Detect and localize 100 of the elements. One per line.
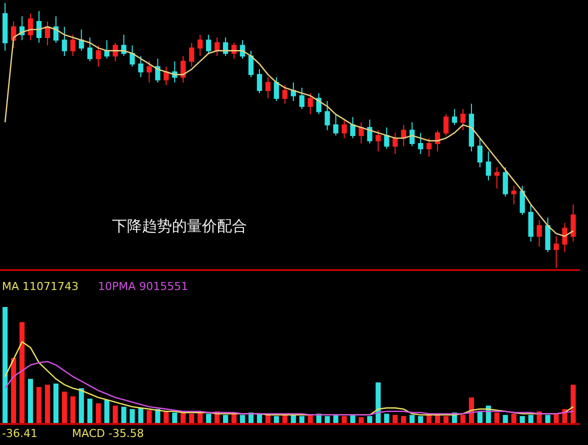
text: MA 11071743 <box>2 280 79 293</box>
candlestick <box>384 127 390 150</box>
bar <box>443 416 449 423</box>
bar <box>342 416 347 423</box>
bar <box>392 414 398 423</box>
bar <box>20 322 25 423</box>
candlestick <box>401 124 406 147</box>
bar <box>2 307 8 423</box>
bar <box>358 417 364 423</box>
bar <box>130 409 135 423</box>
candlestick <box>520 185 525 216</box>
bar <box>44 384 50 423</box>
candlestick <box>189 42 194 68</box>
candlestick <box>545 217 550 253</box>
bar <box>418 416 424 423</box>
candlestick <box>308 92 313 115</box>
bar <box>401 416 406 423</box>
text: 10PMA 9015551 <box>98 280 188 293</box>
bar <box>206 414 212 423</box>
bar <box>554 414 559 423</box>
bar <box>528 414 534 423</box>
bar <box>112 406 118 423</box>
candlestick <box>324 100 330 131</box>
candlestick <box>460 108 466 131</box>
candlestick <box>562 222 568 253</box>
candlestick <box>410 122 415 147</box>
candlestick <box>418 132 424 155</box>
bar <box>121 406 126 423</box>
bar <box>172 412 178 423</box>
bar <box>502 414 508 423</box>
bar <box>333 414 338 423</box>
candlestick <box>36 10 42 44</box>
candlestick <box>146 60 152 83</box>
candlestick <box>358 122 364 144</box>
candlestick <box>376 130 381 152</box>
text: MACD -35.58 <box>72 427 144 440</box>
candlestick <box>554 236 559 268</box>
bar <box>155 409 160 423</box>
candlestick <box>248 50 254 78</box>
candlestick <box>274 76 280 102</box>
candlestick <box>494 166 500 189</box>
candlestick <box>342 119 347 139</box>
candlestick <box>44 21 50 46</box>
candlestick <box>468 103 474 152</box>
bar <box>308 414 313 423</box>
bar <box>36 387 42 423</box>
bar <box>189 414 194 423</box>
candlestick <box>256 68 262 94</box>
candlestick <box>536 220 542 248</box>
bar <box>70 396 76 423</box>
bar <box>96 403 101 423</box>
candlestick <box>138 56 144 78</box>
candlestick <box>214 36 220 56</box>
bar <box>350 414 356 423</box>
bar <box>367 416 372 423</box>
text: -36.41 <box>2 427 38 440</box>
bar <box>299 416 304 423</box>
bar <box>265 414 270 423</box>
bar <box>520 416 525 423</box>
bar <box>384 414 390 423</box>
candlestick <box>2 3 8 52</box>
candlestick <box>570 204 576 242</box>
candlestick <box>96 44 101 68</box>
candlestick <box>367 119 372 144</box>
bar <box>240 414 246 423</box>
bar <box>376 382 381 423</box>
candlestick <box>392 132 398 155</box>
candlestick <box>282 84 288 104</box>
bar <box>223 414 228 423</box>
candlestick <box>53 16 59 44</box>
bar <box>138 408 144 423</box>
candlestick <box>290 82 296 102</box>
bar <box>410 414 415 423</box>
candlestick <box>198 34 203 56</box>
annotation: 下降趋势的量价配合 <box>112 217 247 235</box>
bar <box>494 412 500 423</box>
bar <box>87 398 92 423</box>
candlestick <box>486 150 491 182</box>
candlestick <box>299 87 304 110</box>
candlestick <box>477 138 483 168</box>
candlestick <box>164 66 169 86</box>
candlestick <box>155 58 160 83</box>
candlestick <box>350 116 356 139</box>
bar <box>146 410 152 423</box>
candlestick <box>104 40 110 60</box>
candlestick <box>333 114 338 136</box>
candlestick <box>78 29 84 52</box>
candlestick <box>130 44 135 68</box>
candlestick <box>70 34 76 56</box>
bar <box>570 384 576 423</box>
bar <box>274 416 279 423</box>
candlestick <box>426 138 432 158</box>
bar <box>324 416 330 423</box>
candlestick <box>452 108 458 126</box>
candlestick <box>502 166 508 197</box>
candlestick <box>528 204 534 242</box>
bar <box>11 358 16 423</box>
bar <box>53 384 59 423</box>
candlestick <box>62 26 68 56</box>
bar <box>545 414 550 423</box>
